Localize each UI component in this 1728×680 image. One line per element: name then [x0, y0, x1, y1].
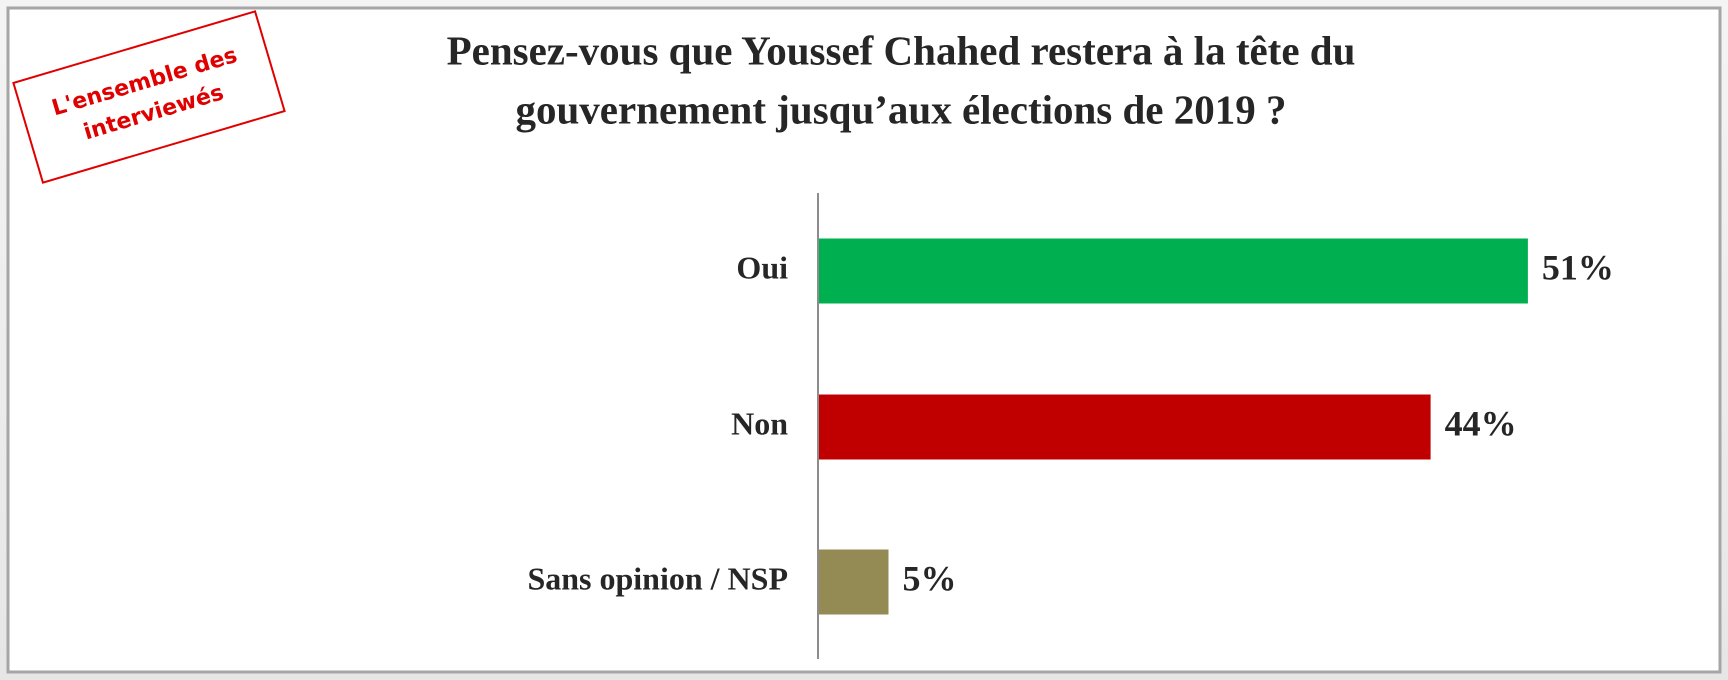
bar	[819, 238, 1528, 304]
value-label: 44%	[1445, 403, 1517, 443]
stamp-box	[12, 10, 286, 184]
chart-title: gouvernement jusqu’aux élections de 2019…	[515, 86, 1286, 132]
category-label: Oui	[736, 249, 788, 285]
chart-title: Pensez-vous que Youssef Chahed restera à…	[447, 27, 1356, 73]
bar	[819, 394, 1431, 460]
category-label: Sans opinion / NSP	[527, 560, 788, 596]
value-label: 51%	[1542, 247, 1614, 287]
category-label: Non	[731, 405, 788, 441]
value-label: 5%	[903, 558, 957, 598]
bar	[819, 549, 889, 615]
